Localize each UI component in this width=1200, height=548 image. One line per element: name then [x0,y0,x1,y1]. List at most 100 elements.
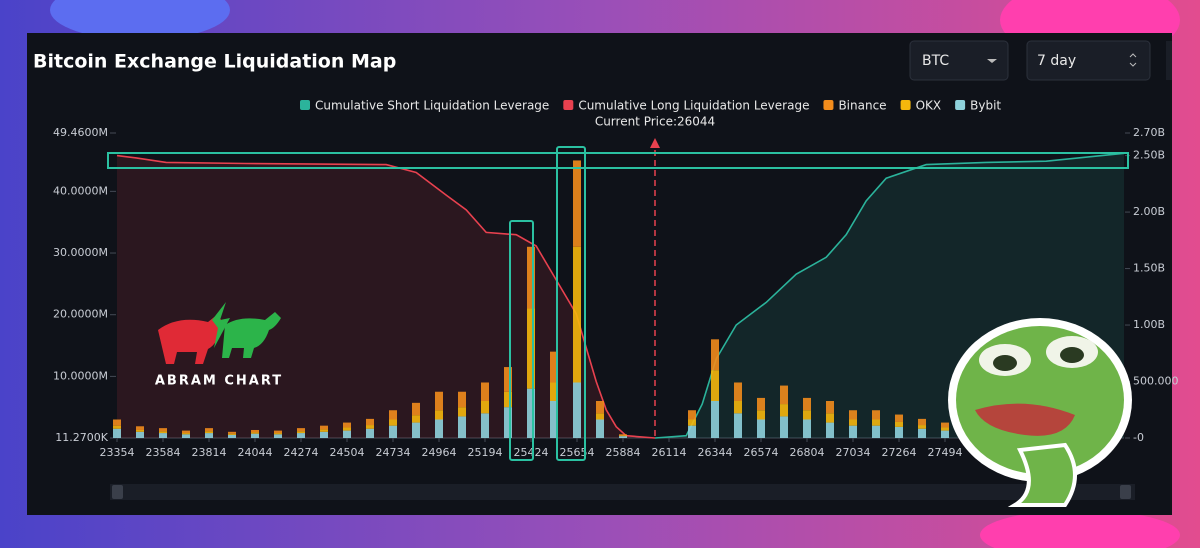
legend-swatch [955,100,966,110]
bar [297,428,305,432]
bar [297,431,305,434]
bar [366,428,374,438]
bar [757,410,765,420]
current-price-arrow [650,138,660,148]
bar [251,432,259,434]
bar [711,370,719,401]
y2-tick-label: 1.50B [1133,262,1165,275]
bar [711,400,719,438]
bar [619,436,627,438]
x-tick-label: 24734 [376,446,411,459]
x-tick-label: 27264 [882,446,917,459]
highlight-box [556,146,586,461]
bar [734,382,742,401]
bar [343,427,351,431]
bar [895,421,903,427]
bar [872,410,880,420]
x-tick-label: 27494 [928,446,963,459]
x-tick-label: 23584 [146,446,181,459]
bar [918,428,926,438]
bar [826,422,834,438]
extra-control[interactable] [1166,41,1172,80]
coin-select[interactable] [909,40,1009,81]
bar [711,339,719,371]
highlight-box [107,152,1129,169]
bar [573,246,581,383]
y2-tick-label: 1.00B [1133,318,1165,331]
bar [872,425,880,438]
legend-label: Bybit [970,99,1001,113]
x-tick-label: 25194 [468,446,503,459]
x-tick-label: 25884 [606,446,641,459]
period-select[interactable] [1026,40,1151,81]
bar [458,416,466,438]
line [116,154,656,439]
bar [895,414,903,422]
bar [619,434,627,436]
sticker [948,318,1132,507]
x-tick-label: 26574 [744,446,779,459]
bar [297,433,305,438]
spinner-arrows [1129,53,1137,67]
highlight-box [509,220,534,461]
bar [458,391,466,408]
bar [458,407,466,417]
current-price-label: Current Price:26044 [595,115,715,129]
bar [435,391,443,411]
range-slider[interactable] [110,484,1135,500]
bar [803,419,811,438]
bar [527,246,535,309]
bar [803,397,811,411]
y-tick-label: 11.2700K [55,431,108,444]
legend-swatch [823,100,834,110]
bar [366,425,374,429]
bar [113,419,121,426]
bar [251,429,259,433]
legend-label: Binance [838,99,886,113]
bar [734,400,742,414]
bar [412,415,420,423]
y2-tick-label: 2.70B [1133,126,1165,139]
slider-handle[interactable] [112,485,123,499]
coin-select-text: BTC [922,53,949,69]
watermark-logo [158,302,281,364]
legend-swatch [300,100,310,110]
bar [389,410,397,420]
bar [826,400,834,414]
bar [205,431,213,434]
bar [780,404,788,417]
bar [504,367,512,392]
bar [159,431,167,434]
bar [366,418,374,426]
bar [251,433,259,438]
bar [412,402,420,416]
bar [918,418,926,426]
bar [320,431,328,438]
bar [849,419,857,426]
bar [136,429,144,432]
bar [113,428,121,438]
bar [481,400,489,414]
decor-blob [980,510,1180,548]
y2-tick-label: 2.50B [1133,149,1165,162]
x-tick-label: 24504 [330,446,365,459]
legend-swatch [563,100,574,110]
bar [573,382,581,438]
bar [274,433,282,435]
bar [872,419,880,426]
bar [596,400,604,414]
x-tick-label: 26114 [652,446,687,459]
area [117,155,655,438]
bar [757,397,765,411]
bar [573,160,581,247]
bar [918,425,926,429]
decor-blob [50,0,230,40]
bar [136,431,144,438]
slider-handle[interactable] [1120,485,1131,499]
x-tick-label: 24964 [422,446,457,459]
x-tick-label: 24274 [284,446,319,459]
x-tick-label: 25424 [514,446,549,459]
bar [228,433,236,435]
